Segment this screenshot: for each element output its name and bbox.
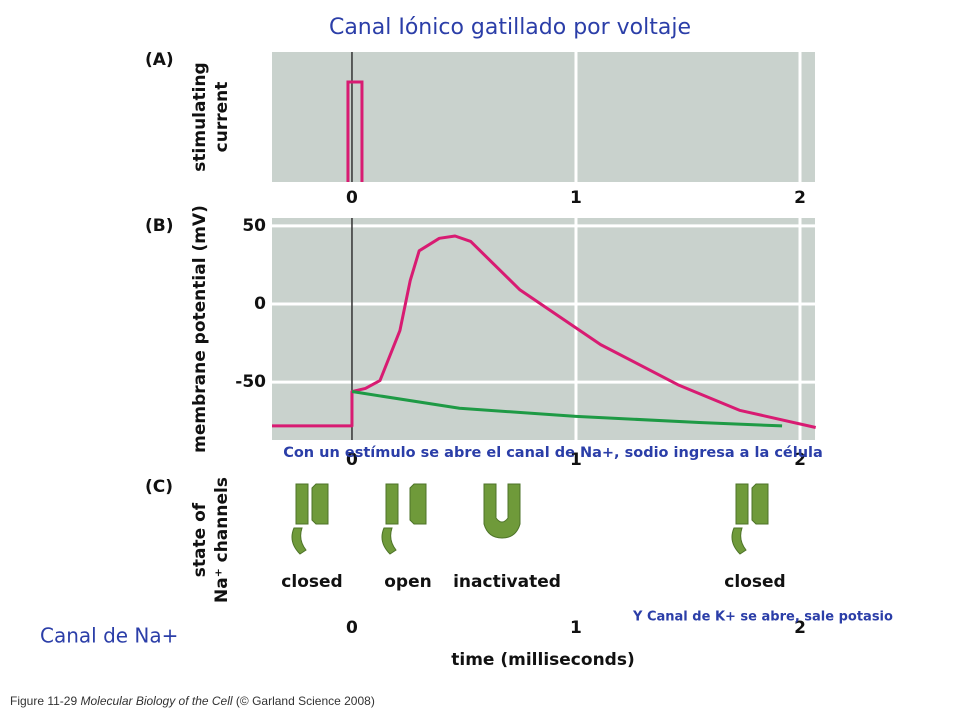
x-tick-label: 2	[794, 618, 806, 638]
x-tick-label: 1	[570, 618, 582, 638]
channel-inactivated	[483, 483, 521, 539]
y-axis-label: membrane potential (mV)	[190, 205, 210, 453]
plot-area	[272, 52, 815, 182]
stimulus-pulse	[346, 80, 364, 182]
channel-open	[381, 483, 427, 555]
caption: Figure 11-29 Molecular Biology of the Ce…	[10, 694, 375, 708]
annotation: Canal de Na+	[40, 624, 178, 648]
y-axis-label: state of	[190, 502, 210, 577]
caption-part: Molecular Biology of the Cell	[80, 694, 232, 708]
line-series	[351, 390, 783, 428]
x-tick-label: 0	[346, 618, 358, 638]
x-tick-label: 2	[794, 188, 806, 208]
panel-label: (C)	[145, 477, 173, 497]
panel-label: (B)	[145, 216, 174, 236]
channel-closed	[291, 483, 329, 555]
y-axis-label: Na⁺ channels	[212, 477, 232, 603]
channel-closed	[731, 483, 769, 555]
caption-part: (© Garland Science 2008)	[233, 694, 375, 708]
channel-shapes	[291, 483, 769, 555]
x-tick-label: 2	[794, 450, 806, 470]
x-tick-label: 1	[570, 188, 582, 208]
state-label: closed	[724, 572, 785, 592]
title: Canal Iónico gatillado por voltaje	[329, 15, 691, 40]
state-label: closed	[281, 572, 342, 592]
state-label: inactivated	[453, 572, 561, 592]
y-axis-label: stimulating	[190, 62, 210, 171]
y-tick-label: -50	[235, 372, 266, 392]
x-tick-label: 0	[346, 188, 358, 208]
line-series	[272, 234, 817, 429]
y-tick-label: 50	[242, 216, 266, 236]
y-axis-label: current	[212, 82, 232, 153]
caption-part: Figure 11-29	[10, 694, 80, 708]
x-axis-label: time (milliseconds)	[451, 650, 634, 670]
y-tick-label: 0	[254, 294, 266, 314]
panel-label: (A)	[145, 50, 174, 70]
annotation: Y Canal de K+ se abre, sale potasio	[632, 610, 893, 625]
x-tick-label: 0	[346, 450, 358, 470]
x-tick-label: 1	[570, 450, 582, 470]
annotation: Con un estímulo se abre el canal de Na+,…	[283, 445, 823, 461]
state-label: open	[384, 572, 431, 592]
